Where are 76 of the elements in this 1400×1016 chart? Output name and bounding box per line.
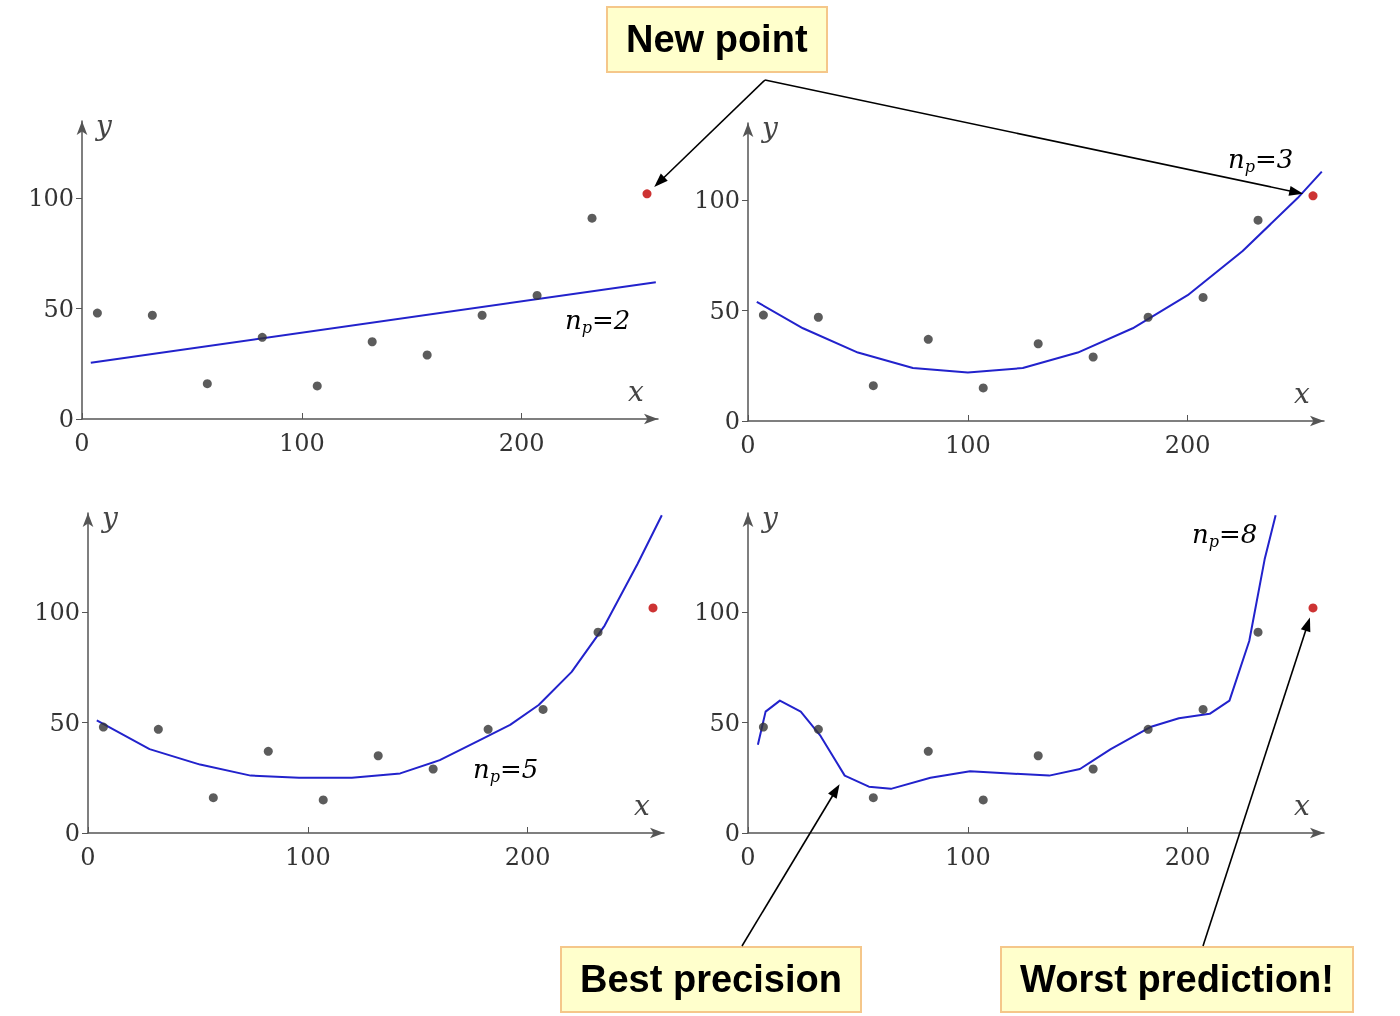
point <box>923 746 933 756</box>
point <box>312 381 322 391</box>
point <box>978 383 988 393</box>
point <box>1253 627 1263 637</box>
point <box>318 795 328 805</box>
point <box>1033 339 1043 349</box>
point <box>202 379 212 389</box>
point <box>1143 312 1153 322</box>
y-tick-label: 0 <box>724 407 740 435</box>
y-tick-label: 100 <box>34 598 80 627</box>
point <box>532 290 542 300</box>
point <box>587 213 597 223</box>
text: New point <box>606 6 828 73</box>
point <box>1033 751 1043 761</box>
x-tick-label: 200 <box>504 843 551 871</box>
point <box>758 310 768 320</box>
y-axis-title: y <box>760 500 779 534</box>
line-series <box>756 514 1277 790</box>
x-tick-label: 200 <box>498 429 545 457</box>
x-tick-label: 100 <box>278 429 325 457</box>
y-tick-label: 0 <box>724 819 740 847</box>
y-tick-label: 0 <box>64 819 80 847</box>
x-tick-label: 100 <box>944 843 991 871</box>
point <box>147 310 157 320</box>
y-tick-label: 50 <box>43 294 74 323</box>
point <box>257 332 267 342</box>
x-axis-title: x <box>1294 376 1310 410</box>
point <box>648 603 658 613</box>
x-tick-label: 200 <box>1164 431 1211 459</box>
point <box>428 764 438 774</box>
point <box>1308 191 1318 201</box>
x-tick-label: 100 <box>944 431 991 459</box>
point <box>477 310 487 320</box>
y-tick-label: 0 <box>58 405 74 433</box>
y-tick-label: 50 <box>709 296 740 325</box>
point <box>1198 704 1208 714</box>
point <box>208 793 218 803</box>
y-axis-title: y <box>100 500 119 534</box>
point <box>538 704 548 714</box>
point <box>813 724 823 734</box>
x-tick-label: 100 <box>284 843 331 871</box>
point <box>1253 215 1263 225</box>
point <box>1088 764 1098 774</box>
y-tick-label: 50 <box>49 708 80 737</box>
y-axis-title: y <box>760 110 779 144</box>
point <box>422 350 432 360</box>
point <box>483 724 493 734</box>
point <box>92 308 102 318</box>
text: Worst prediction! <box>1000 946 1354 1013</box>
point <box>813 312 823 322</box>
y-tick-label: 50 <box>709 708 740 737</box>
text: Best precision <box>560 946 862 1013</box>
x-axis-title: x <box>628 374 644 408</box>
x-axis-title: x <box>1294 788 1310 822</box>
point <box>1143 724 1153 734</box>
point <box>373 751 383 761</box>
point <box>593 627 603 637</box>
point <box>868 793 878 803</box>
point <box>1198 292 1208 302</box>
point <box>367 337 377 347</box>
point <box>1308 603 1318 613</box>
point <box>98 722 108 732</box>
x-axis-title: x <box>634 788 650 822</box>
y-tick-label: 100 <box>694 598 740 627</box>
y-axis-title: y <box>94 108 113 142</box>
point <box>153 724 163 734</box>
point <box>868 381 878 391</box>
point <box>263 746 273 756</box>
point <box>1088 352 1098 362</box>
point <box>642 189 652 199</box>
y-tick-label: 100 <box>694 186 740 215</box>
y-tick-label: 100 <box>28 184 74 213</box>
x-tick-label: 200 <box>1164 843 1211 871</box>
point <box>758 722 768 732</box>
point <box>978 795 988 805</box>
point <box>923 334 933 344</box>
